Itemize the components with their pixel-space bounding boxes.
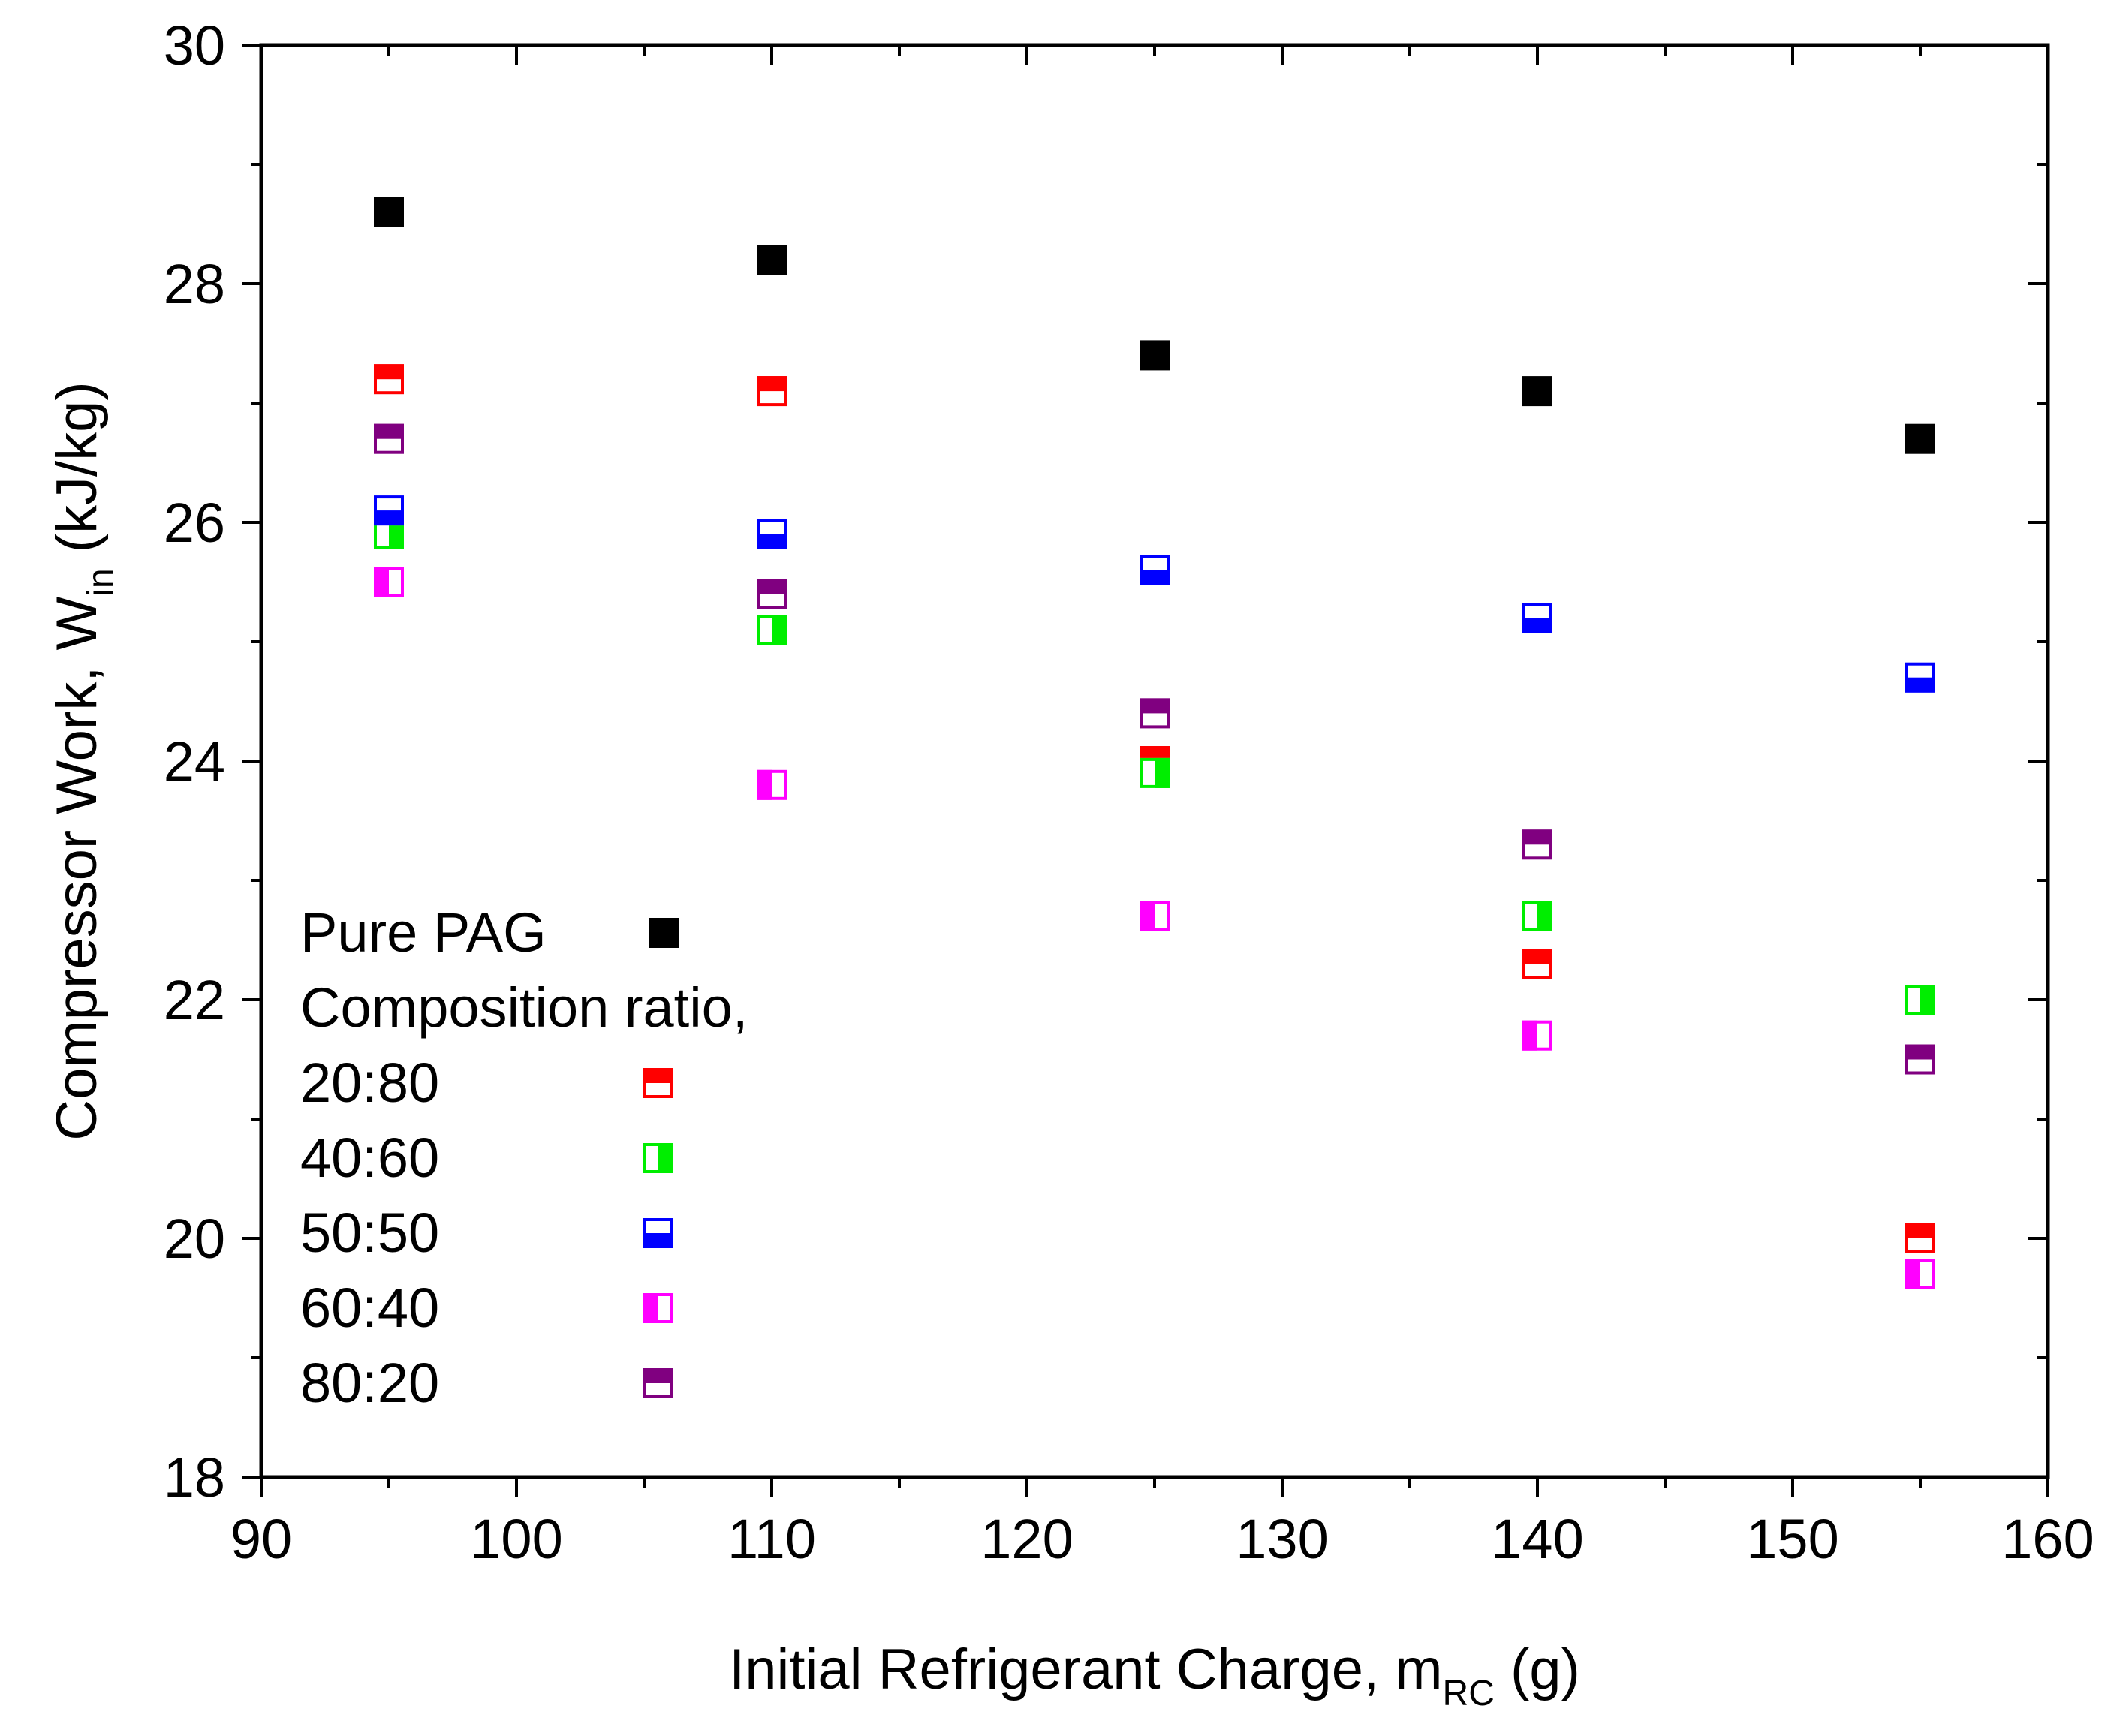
x-axis-title-subscript: RC (1443, 1674, 1495, 1713)
x-tick-label: 130 (1236, 1508, 1328, 1570)
point-50-50 (1522, 603, 1552, 633)
point-pure-pag (1140, 340, 1170, 371)
x-tick-label: 110 (727, 1508, 816, 1570)
point-60-40 (374, 567, 404, 597)
point-pure-pag (374, 197, 404, 227)
legend-marker-40-60 (643, 1143, 673, 1173)
point-80-20 (1905, 1044, 1935, 1075)
x-tick-label: 100 (470, 1508, 562, 1570)
legend-label-40-60: 40:60 (300, 1127, 439, 1189)
point-80-20 (757, 579, 787, 609)
axis-tick-labels: 90 100 110 120 130 140 150 160 18 20 22 24 26 28 30 (164, 14, 2094, 1570)
x-tick-label: 150 (1746, 1508, 1838, 1570)
legend-marker-80-20 (643, 1368, 673, 1398)
point-60-40 (1140, 901, 1170, 931)
legend-label-80-20: 80:20 (300, 1352, 439, 1414)
y-tick-label: 20 (164, 1208, 225, 1270)
point-80-20 (1140, 698, 1170, 729)
point-80-20 (1522, 829, 1552, 860)
point-20-80 (1905, 1223, 1935, 1253)
point-50-50 (1905, 662, 1935, 693)
x-axis-title: Initial Refrigerant Charge, mRC (g) (729, 1638, 1580, 1713)
y-tick-label: 22 (164, 969, 225, 1031)
legend-label-pure-pag: Pure PAG (300, 901, 547, 964)
point-80-20 (374, 423, 404, 454)
y-axis-title-suffix: (kJ/kg) (45, 381, 109, 568)
point-40-60 (757, 615, 787, 645)
point-pure-pag (757, 245, 787, 275)
y-tick-label: 28 (164, 253, 225, 315)
y-tick-label: 26 (164, 492, 225, 554)
data-markers (374, 197, 1935, 1289)
x-axis-title-main: Initial Refrigerant Charge, m (729, 1638, 1442, 1701)
point-40-60 (1522, 901, 1552, 931)
legend-label-60-40: 60:40 (300, 1277, 439, 1339)
point-50-50 (757, 519, 787, 549)
x-tick-label: 120 (980, 1508, 1073, 1570)
legend-header: Composition ratio, (300, 976, 748, 1039)
point-20-80 (374, 364, 404, 395)
y-axis-title: Compressor Work, Win (kJ/kg) (45, 381, 121, 1140)
point-20-80 (1522, 949, 1552, 979)
point-60-40 (757, 769, 787, 800)
x-tick-label: 140 (1491, 1508, 1583, 1570)
legend: Pure PAG Composition ratio, 20:80 40:60 50:5… (300, 901, 748, 1414)
legend-marker-pure-pag (649, 918, 679, 948)
legend-marker-20-80 (643, 1068, 673, 1098)
point-20-80 (757, 376, 787, 407)
point-pure-pag (1522, 376, 1552, 407)
legend-label-20-80: 20:80 (300, 1052, 439, 1114)
x-axis-title-suffix: (g) (1495, 1638, 1580, 1701)
legend-label-50-50: 50:50 (300, 1202, 439, 1264)
legend-marker-50-50 (643, 1218, 673, 1248)
y-axis-title-subscript: in (81, 568, 121, 596)
y-tick-label: 18 (164, 1446, 225, 1509)
y-axis-title-main: Compressor Work, W (45, 597, 109, 1141)
x-tick-label: 160 (2001, 1508, 2094, 1570)
point-pure-pag (1905, 423, 1935, 454)
y-tick-label: 24 (164, 730, 225, 793)
point-60-40 (1905, 1259, 1935, 1289)
plot-frame (259, 43, 2050, 1479)
point-40-60 (1905, 985, 1935, 1015)
point-50-50 (1140, 555, 1170, 585)
x-tick-label: 90 (230, 1508, 292, 1570)
point-50-50 (374, 495, 404, 526)
y-tick-label: 30 (164, 14, 225, 77)
point-60-40 (1522, 1020, 1552, 1051)
point-40-60 (1140, 757, 1170, 788)
legend-marker-60-40 (643, 1293, 673, 1323)
